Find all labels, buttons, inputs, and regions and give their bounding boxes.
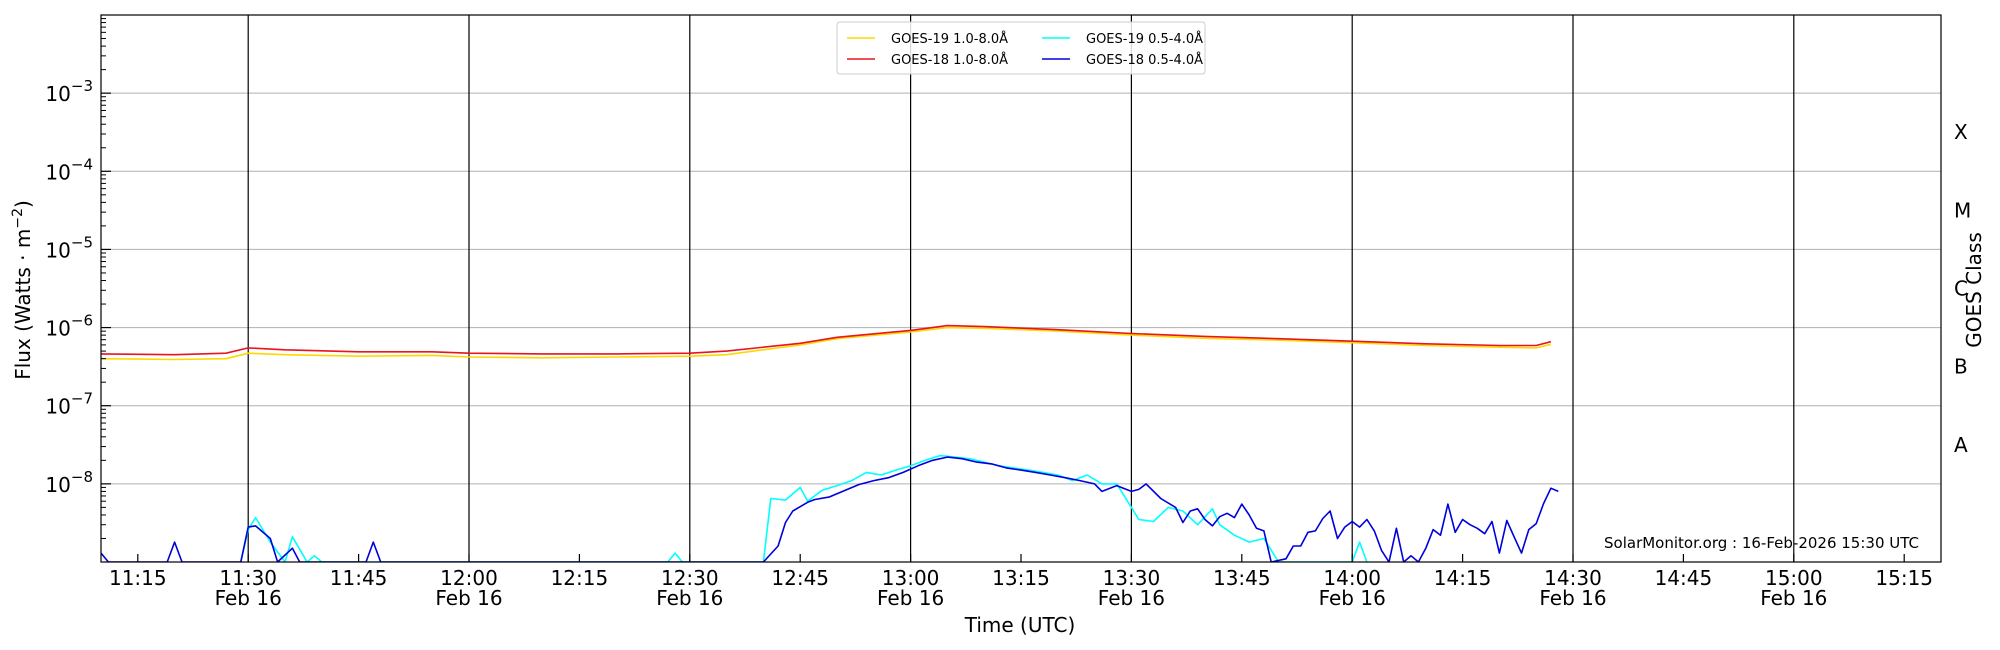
series-line-3 <box>101 456 1559 562</box>
x-tick-date-label: Feb 16 <box>1760 586 1827 610</box>
x-tick-date-label: Feb 16 <box>1539 586 1606 610</box>
x-tick-label: 14:30 <box>1544 566 1602 590</box>
x-tick-date-label: Feb 16 <box>215 586 282 610</box>
legend-label-3: GOES-18 0.5-4.0Å <box>1086 52 1203 68</box>
x-tick-date-label: Feb 16 <box>1319 586 1386 610</box>
x-tick-label: 12:00 <box>440 566 498 590</box>
x-tick-label: 11:45 <box>330 566 388 590</box>
x-tick-label: 11:15 <box>109 566 167 590</box>
x-tick-label: 13:15 <box>992 566 1050 590</box>
plot-frame <box>100 14 1942 563</box>
y-tick-label: 10−7 <box>45 390 93 419</box>
x-tick-label: 14:45 <box>1655 566 1713 590</box>
legend: GOES-19 1.0-8.0Å GOES-18 1.0-8.0Å GOES-19 … <box>836 21 1206 75</box>
x-tick-date-label: Feb 16 <box>877 586 944 610</box>
x-tick-label: 13:45 <box>1213 566 1271 590</box>
series-line-0 <box>101 326 1552 361</box>
goes-class-label-x: X <box>1954 120 1968 144</box>
x-axis-title: Time (UTC) <box>964 613 1076 637</box>
goes-class-label-a: A <box>1954 433 1968 457</box>
y-tick-label: 10−5 <box>45 233 93 262</box>
goes-class-label-m: M <box>1954 198 1971 222</box>
goes-class-label-c: C <box>1954 277 1968 301</box>
y-tick-label: 10−4 <box>45 155 93 184</box>
series-group <box>101 324 1559 562</box>
legend-frame <box>836 21 1206 75</box>
series-line-2 <box>240 454 1368 562</box>
x-tick-label: 13:00 <box>882 566 940 590</box>
x-tick-label: 14:00 <box>1323 566 1381 590</box>
x-tick-date-label: Feb 16 <box>1098 586 1165 610</box>
series-line-1 <box>101 324 1552 356</box>
y-tick-label: 10−8 <box>45 468 93 497</box>
y-tick-label: 10−3 <box>45 77 93 106</box>
y-tick-label: 10−6 <box>45 312 93 341</box>
x-tick-date-label: Feb 16 <box>435 586 502 610</box>
legend-label-1: GOES-18 1.0-8.0Å <box>891 52 1008 68</box>
x-tick-label: 12:30 <box>661 566 719 590</box>
x-tick-label: 15:15 <box>1875 566 1933 590</box>
x-tick-label: 13:30 <box>1103 566 1161 590</box>
y2-axis-title: GOES Class <box>1962 232 1986 348</box>
x-tick-label: 14:15 <box>1434 566 1492 590</box>
x-tick-label: 11:30 <box>219 566 277 590</box>
goes-class-label-b: B <box>1954 355 1968 379</box>
x-tick-label: 12:15 <box>551 566 609 590</box>
x-tick-label: 12:45 <box>771 566 829 590</box>
y-axis-title: Flux (Watts · m−2) <box>10 200 35 380</box>
credit-text: SolarMonitor.org : 16-Feb-2026 15:30 UTC <box>1604 534 1919 552</box>
x-tick-label: 15:00 <box>1765 566 1823 590</box>
legend-label-0: GOES-19 1.0-8.0Å <box>891 31 1008 47</box>
legend-label-2: GOES-19 0.5-4.0Å <box>1086 31 1203 47</box>
x-tick-date-label: Feb 16 <box>656 586 723 610</box>
